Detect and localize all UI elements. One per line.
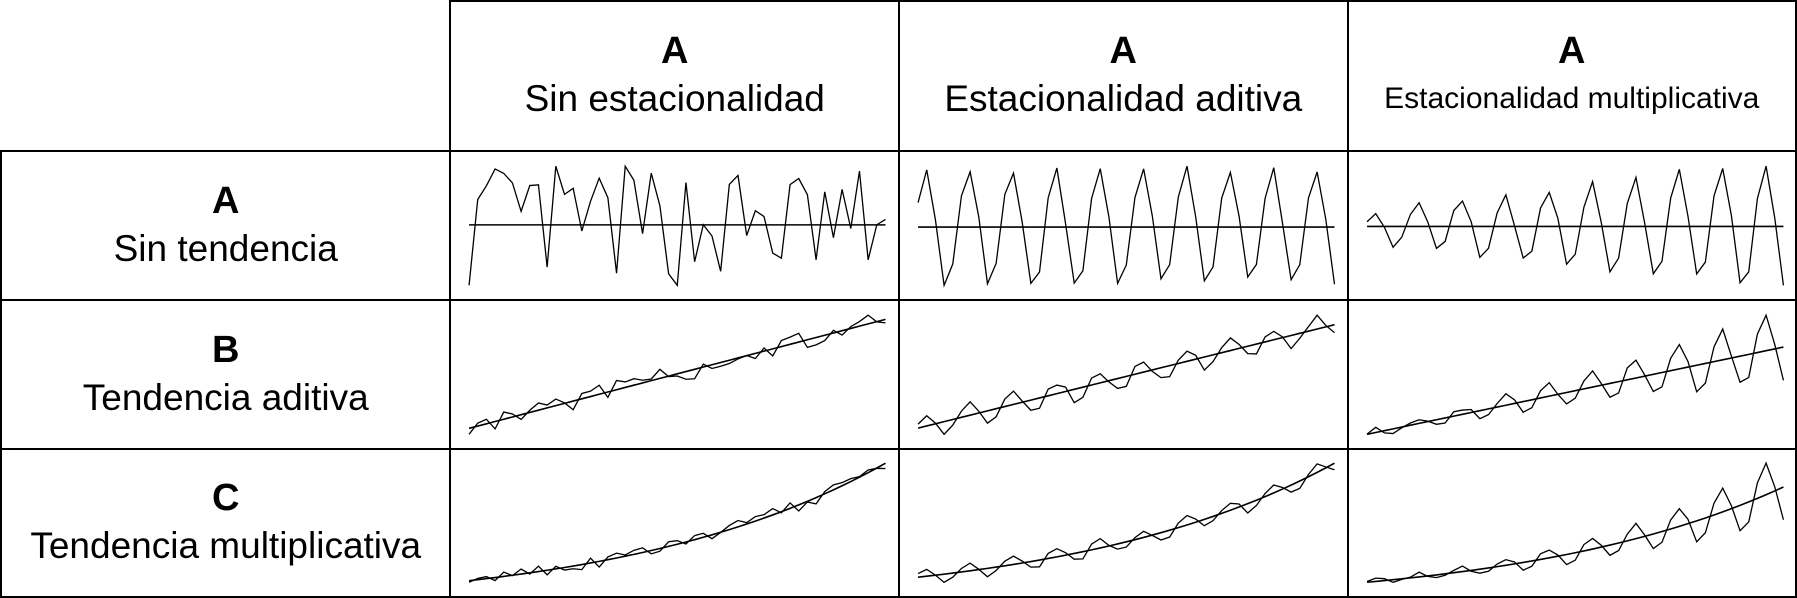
- column-header-no-seasonality: A Sin estacionalidad: [449, 0, 900, 152]
- row-label: Tendencia aditiva: [82, 376, 369, 418]
- column-header-multiplicative-seasonality: A Estacionalidad multiplicativa: [1346, 0, 1797, 152]
- trend-line: [1366, 486, 1784, 584]
- line-chart: [917, 313, 1335, 436]
- series-line: [917, 313, 1335, 436]
- line-chart: [469, 462, 887, 584]
- series-line: [917, 165, 1336, 288]
- chart-cell-multiplicative-trend-additive-seasonality: [898, 448, 1349, 598]
- row-header-additive-trend: B Tendencia aditiva: [0, 299, 452, 450]
- row-label: Tendencia multiplicativa: [30, 525, 422, 566]
- series-line: [1366, 313, 1784, 435]
- trend-line: [1366, 346, 1784, 435]
- line-chart: [468, 164, 887, 287]
- line-chart: [917, 165, 1336, 288]
- line-chart: [917, 462, 1335, 584]
- column-label: Estacionalidad aditiva: [944, 78, 1303, 119]
- corner-cell: [1, 1, 452, 152]
- column-header-additive-seasonality: A Estacionalidad aditiva: [898, 0, 1349, 152]
- column-label: Sin estacionalidad: [524, 78, 825, 119]
- column-letter: A: [661, 30, 689, 72]
- chart-cell-no-trend-multiplicative-seasonality: [1346, 150, 1797, 301]
- series-line: [1366, 461, 1784, 584]
- row-header-multiplicative-trend: C Tendencia multiplicativa: [0, 448, 452, 598]
- trend-line: [917, 323, 1335, 429]
- series-line: [468, 164, 887, 287]
- column-label: Estacionalidad multiplicativa: [1384, 82, 1760, 115]
- column-letter: A: [1109, 30, 1137, 72]
- row-no-trend: A Sin tendencia: [0, 150, 1797, 301]
- chart-cell-multiplicative-trend-multiplicative-seasonality: [1346, 448, 1797, 598]
- row-letter: C: [212, 477, 240, 519]
- row-letter: A: [212, 179, 240, 222]
- chart-cell-multiplicative-trend-no-seasonality: [449, 448, 900, 598]
- column-letter: A: [1558, 30, 1586, 72]
- trend-line: [917, 462, 1335, 579]
- chart-cell-no-trend-additive-seasonality: [898, 150, 1349, 301]
- chart-cell-additive-trend-no-seasonality: [449, 299, 900, 450]
- chart-cell-additive-trend-multiplicative-seasonality: [1346, 299, 1797, 450]
- row-label: Sin tendencia: [113, 227, 338, 269]
- series-line: [469, 467, 886, 584]
- row-letter: B: [212, 328, 240, 371]
- chart-cell-no-trend-no-seasonality: [449, 150, 900, 301]
- line-chart: [1366, 461, 1784, 584]
- line-chart: [1366, 165, 1784, 286]
- line-chart: [469, 314, 887, 435]
- header-row: A Sin estacionalidad A Estacionalidad ad…: [1, 0, 1797, 152]
- trend-line: [469, 318, 887, 429]
- series-line: [469, 314, 887, 435]
- series-line: [1366, 165, 1784, 286]
- series-line: [917, 463, 1335, 584]
- row-additive-trend: B Tendencia aditiva: [0, 299, 1797, 450]
- line-chart: [1366, 313, 1784, 435]
- row-header-no-trend: A Sin tendencia: [0, 150, 452, 301]
- row-multiplicative-trend: C Tendencia multiplicativa: [0, 448, 1797, 598]
- trend-line: [469, 462, 887, 582]
- chart-cell-additive-trend-additive-seasonality: [898, 299, 1349, 450]
